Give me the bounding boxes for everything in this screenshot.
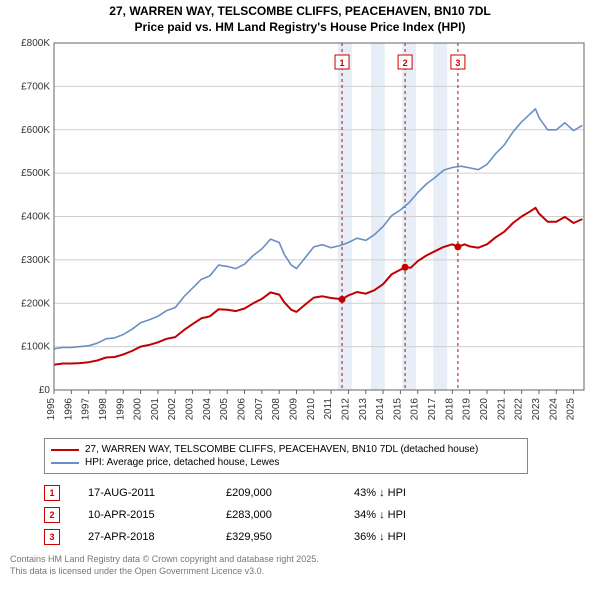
svg-text:3: 3 xyxy=(455,58,460,68)
svg-text:2015: 2015 xyxy=(392,398,403,421)
svg-text:2023: 2023 xyxy=(531,398,542,421)
svg-text:£700K: £700K xyxy=(21,82,50,93)
svg-text:£400K: £400K xyxy=(21,212,50,223)
sale-price: £329,950 xyxy=(226,531,326,543)
title-line-2: Price paid vs. HM Land Registry's House … xyxy=(0,20,600,36)
title-line-1: 27, WARREN WAY, TELSCOMBE CLIFFS, PEACEH… xyxy=(0,4,600,20)
sale-price: £209,000 xyxy=(226,487,326,499)
svg-text:2014: 2014 xyxy=(375,398,386,421)
svg-text:2022: 2022 xyxy=(514,398,525,421)
sale-date: 27-APR-2018 xyxy=(88,531,198,543)
sale-diff: 43% ↓ HPI xyxy=(354,487,454,499)
svg-text:1997: 1997 xyxy=(81,398,92,421)
svg-text:2000: 2000 xyxy=(133,398,144,421)
svg-text:2017: 2017 xyxy=(427,398,438,421)
svg-text:1998: 1998 xyxy=(98,398,109,421)
legend-label: 27, WARREN WAY, TELSCOMBE CLIFFS, PEACEH… xyxy=(85,444,478,455)
svg-text:2001: 2001 xyxy=(150,398,161,421)
attribution-line-1: Contains HM Land Registry data © Crown c… xyxy=(10,554,590,566)
svg-text:£800K: £800K xyxy=(21,38,50,49)
sale-marker: 3 xyxy=(44,529,60,545)
svg-text:2010: 2010 xyxy=(306,398,317,421)
svg-text:2007: 2007 xyxy=(254,398,265,421)
svg-text:2009: 2009 xyxy=(288,398,299,421)
svg-text:2013: 2013 xyxy=(358,398,369,421)
svg-text:2008: 2008 xyxy=(271,398,282,421)
legend-label: HPI: Average price, detached house, Lewe… xyxy=(85,457,279,468)
legend-swatch xyxy=(51,449,79,451)
legend-item: HPI: Average price, detached house, Lewe… xyxy=(51,456,521,469)
sale-price: £283,000 xyxy=(226,509,326,521)
sale-row: 1 17-AUG-2011 £209,000 43% ↓ HPI xyxy=(44,482,590,504)
sale-row: 2 10-APR-2015 £283,000 34% ↓ HPI xyxy=(44,504,590,526)
svg-text:2: 2 xyxy=(403,58,408,68)
sale-date: 10-APR-2015 xyxy=(88,509,198,521)
svg-text:£300K: £300K xyxy=(21,255,50,266)
svg-text:£500K: £500K xyxy=(21,168,50,179)
chart-svg: £0 £100K £200K £300K £400K £500K £600K £700K £80… xyxy=(10,37,590,432)
sale-marker: 1 xyxy=(44,485,60,501)
svg-text:2005: 2005 xyxy=(219,398,230,421)
svg-text:1995: 1995 xyxy=(46,398,57,421)
svg-text:£100K: £100K xyxy=(21,342,50,353)
svg-text:2025: 2025 xyxy=(566,398,577,421)
sale-marker: 2 xyxy=(44,507,60,523)
svg-text:£200K: £200K xyxy=(21,298,50,309)
attribution: Contains HM Land Registry data © Crown c… xyxy=(10,554,590,577)
svg-text:2018: 2018 xyxy=(444,398,455,421)
svg-text:2020: 2020 xyxy=(479,398,490,421)
sale-row: 3 27-APR-2018 £329,950 36% ↓ HPI xyxy=(44,526,590,548)
sale-diff: 34% ↓ HPI xyxy=(354,509,454,521)
svg-text:2003: 2003 xyxy=(185,398,196,421)
legend-item: 27, WARREN WAY, TELSCOMBE CLIFFS, PEACEH… xyxy=(51,443,521,456)
svg-text:1996: 1996 xyxy=(63,398,74,421)
svg-text:2021: 2021 xyxy=(496,398,507,421)
svg-text:2004: 2004 xyxy=(202,398,213,421)
sale-date: 17-AUG-2011 xyxy=(88,487,198,499)
legend: 27, WARREN WAY, TELSCOMBE CLIFFS, PEACEH… xyxy=(44,438,528,474)
svg-text:1: 1 xyxy=(340,58,345,68)
svg-text:2002: 2002 xyxy=(167,398,178,421)
svg-text:2024: 2024 xyxy=(548,398,559,421)
svg-text:2012: 2012 xyxy=(340,398,351,421)
svg-text:£600K: £600K xyxy=(21,125,50,136)
attribution-line-2: This data is licensed under the Open Gov… xyxy=(10,566,590,578)
legend-swatch xyxy=(51,462,79,464)
price-chart: £0 £100K £200K £300K £400K £500K £600K £700K £80… xyxy=(10,37,590,432)
svg-text:1999: 1999 xyxy=(115,398,126,421)
chart-title: 27, WARREN WAY, TELSCOMBE CLIFFS, PEACEH… xyxy=(0,0,600,35)
svg-text:2016: 2016 xyxy=(410,398,421,421)
svg-text:£0: £0 xyxy=(39,385,51,396)
svg-text:2011: 2011 xyxy=(323,398,334,420)
svg-text:2006: 2006 xyxy=(237,398,248,421)
sales-table: 1 17-AUG-2011 £209,000 43% ↓ HPI 2 10-APR-201… xyxy=(44,482,590,548)
svg-text:2019: 2019 xyxy=(462,398,473,421)
sale-diff: 36% ↓ HPI xyxy=(354,531,454,543)
